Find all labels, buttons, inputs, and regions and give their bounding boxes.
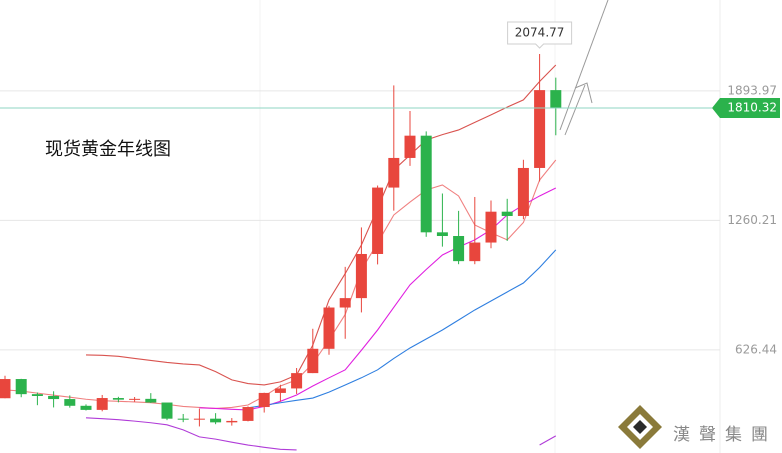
indicator-line: [85, 417, 297, 451]
grid: [0, 90, 720, 351]
candle-body: [258, 392, 270, 408]
candle-body: [307, 348, 319, 374]
candle-body: [226, 420, 238, 423]
chart-title: 现货黄金年线图: [45, 139, 171, 160]
y-tick-label: 1260.21: [727, 213, 777, 227]
candle-body: [436, 232, 448, 237]
last-price-label: 1810.32: [727, 101, 777, 115]
candle-body: [372, 187, 384, 254]
candle-body: [501, 211, 513, 216]
candle-body: [31, 394, 43, 396]
candles: [0, 53, 562, 427]
logo: 漢聲集團: [618, 405, 777, 449]
candle-body: [129, 398, 141, 400]
candle-body: [0, 379, 11, 399]
candle-body: [404, 135, 416, 158]
candle-body: [193, 418, 205, 420]
y-tick-label: 626.44: [735, 342, 777, 356]
candle-body: [145, 398, 157, 403]
candle-body: [274, 388, 286, 393]
candle-body: [210, 418, 222, 423]
last-price-box: [712, 98, 780, 119]
candle-body: [339, 298, 351, 308]
candle-body: [112, 398, 124, 400]
candle-body: [48, 395, 60, 400]
labels: 626.44 1260.21 1893.97 2074.77 1810.32: [0, 21, 780, 356]
candle-body: [291, 373, 303, 389]
candle-body: [517, 167, 529, 216]
indicator-line: [85, 64, 557, 386]
candle-body: [323, 307, 335, 349]
candle-body: [388, 157, 400, 188]
high-label: 2074.77: [515, 26, 565, 40]
watermark: 漢聲集團: [673, 425, 777, 445]
candle-body: [469, 242, 481, 262]
high-label-box: [507, 21, 573, 49]
candle-body: [485, 211, 497, 243]
candle-body: [80, 405, 92, 410]
candle-body: [453, 236, 465, 262]
indicator-line: [539, 435, 557, 446]
candle-body: [355, 253, 367, 299]
candle-body: [96, 398, 108, 410]
trend-arrow: [564, 82, 593, 136]
candle-body: [242, 407, 254, 421]
candle-body: [550, 90, 562, 109]
candle-body: [15, 379, 27, 395]
candle-body: [161, 402, 173, 419]
candle-body: [64, 399, 76, 406]
y-tick-label: 1893.97: [727, 83, 777, 97]
candle-body: [420, 135, 432, 233]
indicator-line: [247, 249, 557, 409]
candle-body: [534, 90, 546, 168]
candle-body: [177, 418, 189, 420]
